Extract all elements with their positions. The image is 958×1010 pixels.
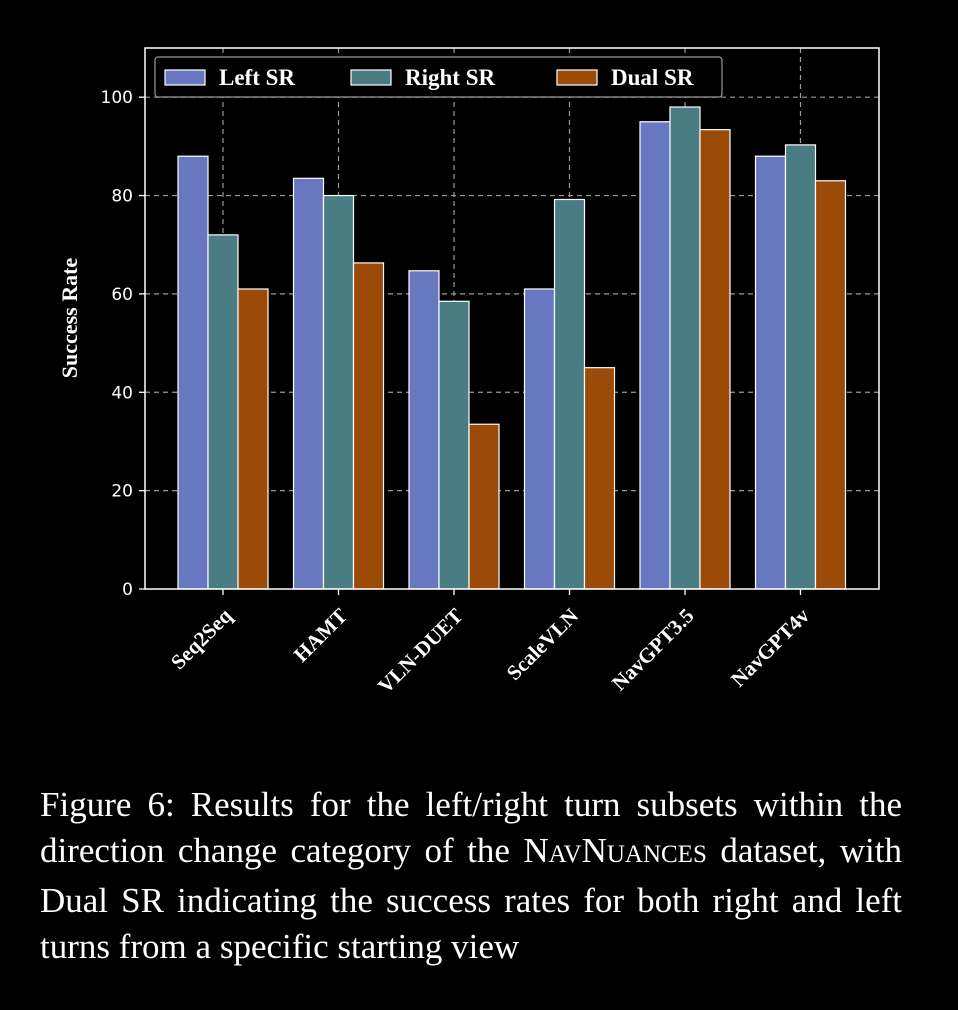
bar-dual-sr-3 [583,367,616,590]
y-tick-label: 80 [111,187,133,207]
x-tick-label: NavGPT3.5 [607,604,699,696]
legend-label: Dual SR [611,65,694,90]
legend-label: Right SR [405,65,495,90]
bar-dual-sr-2 [468,423,500,590]
legend-box [154,56,723,98]
y-axis: 0 20 40 60 80 100 [101,88,145,600]
bar-right-sr-0 [207,234,239,590]
caption-suffix: dataset, with Dual SR indicating the suc… [40,831,902,966]
x-tick-label: HAMT [289,604,352,667]
bar-dual-sr-5 [814,180,847,590]
y-tick-label: 60 [111,285,133,305]
x-tick-label: VLN-DUET [373,604,468,699]
x-tick-label: Seq2Seq [166,603,237,674]
caption-prefix: Figure 6: Results for the left/right tur… [40,785,902,870]
legend: Left SR Right SR Dual SR [154,56,723,98]
bar-left-sr-5 [754,155,787,590]
y-tick-label: 20 [111,482,133,502]
bar-left-sr-2 [408,270,440,590]
bar-left-sr-3 [523,288,556,590]
y-axis-label: Success Rate [57,258,82,379]
y-tick-label: 100 [101,88,133,108]
bar-right-sr-5 [784,144,817,590]
caption-name-4: UANCES [606,841,707,868]
bar-dual-sr-0 [237,288,269,590]
bar-right-sr-4 [669,106,701,590]
bar-dual-sr-1 [352,262,385,590]
bar-right-sr-1 [322,194,355,590]
figure-caption: Figure 6: Results for the left/right tur… [40,782,902,970]
bar-left-sr-1 [292,177,325,590]
y-tick-label: 0 [122,580,133,600]
bar-right-sr-2 [438,300,470,590]
legend-swatch [556,69,598,86]
legend-label: Left SR [219,65,295,90]
y-tick-label: 40 [111,383,133,403]
bar-dual-sr-4 [699,129,731,590]
legend-swatch [164,69,206,86]
caption-name-1: N [523,831,549,870]
bars [177,106,847,590]
bar-right-sr-3 [553,198,586,590]
legend-swatch [350,69,392,86]
caption-name-3: N [581,831,607,870]
bar-left-sr-0 [177,155,209,590]
x-tick-label: NavGPT4v [726,603,814,691]
bar-left-sr-4 [639,121,671,590]
plot-frame [144,47,880,590]
caption-name-2: AV [548,841,582,868]
x-tick-label: ScaleVLN [502,604,583,685]
x-axis: Seq2Seq HAMT VLN-DUET ScaleVLN NavGPT3.5 NavG… [166,589,814,698]
chart: 0 20 40 60 80 100 Seq2Seq HAMT VLN-DUET ScaleVLN… [57,47,880,698]
